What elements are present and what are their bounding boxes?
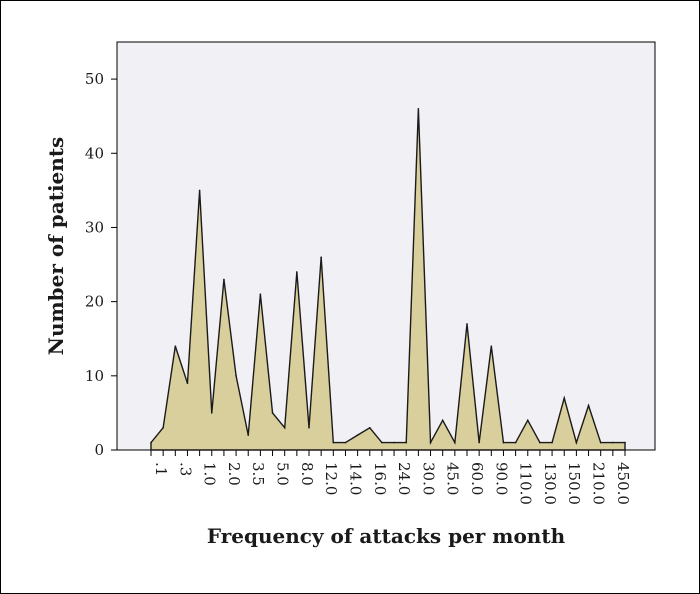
x-tick-label: 24.0	[395, 462, 413, 495]
x-tick-label: 16.0	[371, 462, 389, 495]
data-point	[405, 441, 408, 444]
data-point	[417, 107, 420, 110]
y-tick-label: 10	[85, 367, 104, 385]
y-axis-title: Number of patients	[44, 137, 68, 356]
data-point	[612, 441, 614, 444]
y-axis: 0 10 20 30 40 50	[85, 70, 117, 459]
data-point	[186, 382, 189, 385]
data-point	[624, 441, 626, 444]
y-tick-label: 30	[85, 218, 104, 236]
data-point	[526, 419, 529, 422]
x-tick-label: 210.0	[590, 462, 608, 505]
data-point	[259, 293, 262, 296]
x-tick-label: 110.0	[517, 462, 535, 505]
data-point	[381, 441, 383, 444]
y-tick-label: 0	[94, 441, 104, 459]
x-axis: .1 .3 1.0 2.0 3.5 5.0 8.0 12.0 14.0 16.0 24.0 30.0 4…	[150, 450, 632, 505]
data-point	[454, 441, 456, 444]
x-axis-title: Frequency of attacks per month	[207, 524, 566, 548]
data-point	[429, 441, 432, 444]
data-point	[223, 278, 225, 281]
data-point	[502, 441, 505, 444]
data-point	[587, 404, 590, 407]
data-point	[599, 441, 602, 444]
data-point	[539, 441, 541, 444]
x-tick-label: 14.0	[346, 462, 364, 495]
x-tick-label: 3.5	[249, 462, 267, 486]
data-point	[490, 345, 493, 347]
x-tick-label: 90.0	[492, 462, 510, 495]
data-point	[198, 189, 201, 192]
data-point	[247, 434, 250, 436]
x-tick-label: 130.0	[541, 462, 559, 505]
data-point	[551, 441, 553, 444]
data-point	[368, 426, 371, 429]
data-point	[344, 441, 347, 444]
data-point	[162, 426, 164, 429]
data-point	[332, 441, 335, 444]
x-tick-label: 12.0	[322, 462, 340, 495]
x-tick-label: 45.0	[444, 462, 462, 495]
data-point	[356, 434, 359, 436]
y-tick-label: 40	[85, 144, 104, 162]
y-tick-label: 50	[85, 70, 104, 88]
data-point	[320, 256, 322, 258]
data-point	[466, 323, 468, 325]
data-point	[441, 419, 444, 422]
data-point	[514, 441, 517, 444]
x-tick-label: 5.0	[274, 462, 292, 486]
x-tick-label: 1.0	[201, 462, 219, 486]
x-tick-label: 60.0	[468, 462, 486, 495]
data-point	[283, 426, 286, 429]
x-tick-label: 150.0	[565, 462, 583, 505]
data-point	[210, 412, 213, 414]
data-point	[174, 345, 177, 347]
data-point	[150, 441, 152, 444]
data-point	[575, 441, 578, 444]
x-tick-label: .1	[152, 462, 170, 476]
x-tick-label: 30.0	[419, 462, 437, 495]
data-point	[235, 375, 237, 377]
x-tick-label: .3	[176, 462, 194, 476]
data-point	[296, 271, 298, 273]
x-tick-label: 2.0	[225, 462, 243, 486]
data-point	[271, 412, 274, 414]
data-point	[308, 426, 310, 429]
x-tick-label: 8.0	[298, 462, 316, 486]
x-tick-label: 450.0	[614, 462, 632, 505]
data-point	[393, 441, 395, 444]
data-point	[478, 441, 480, 444]
data-point	[563, 397, 566, 399]
y-tick-label: 20	[85, 293, 104, 311]
